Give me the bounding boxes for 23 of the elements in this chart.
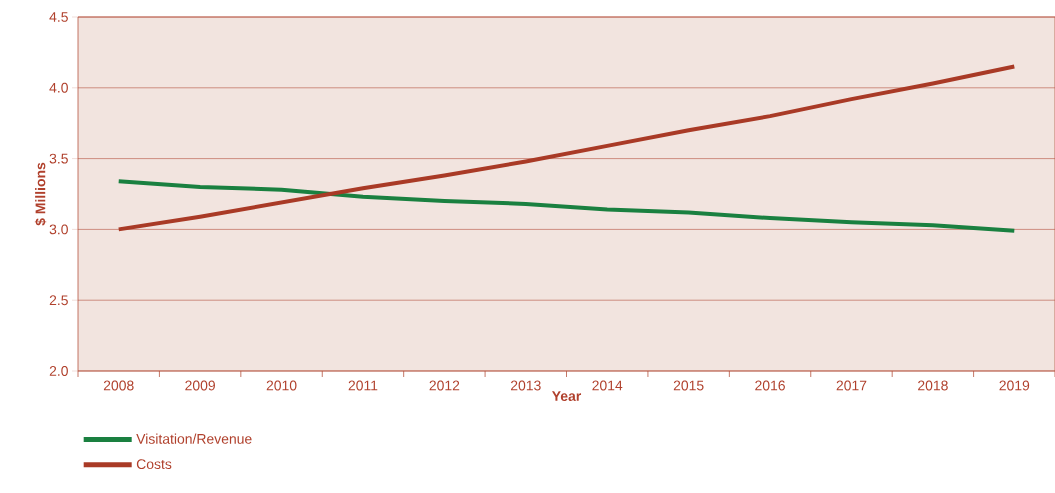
- x-tick-label: 2009: [185, 380, 215, 391]
- x-tick-label: 2014: [592, 380, 623, 391]
- x-tick-label: 2015: [673, 380, 704, 391]
- x-tick-label: 2013: [510, 380, 541, 391]
- x-tick-label: 2011: [348, 380, 378, 391]
- line-series: [116, 179, 1017, 233]
- y-tick-label: 3.0: [49, 224, 68, 235]
- x-tick-label: 2008: [103, 380, 134, 391]
- y-tick-label: 2.0: [49, 366, 68, 376]
- y-tick-label: 4.5: [49, 12, 68, 22]
- x-tick-label: 2019: [999, 380, 1030, 391]
- x-tick-label: 2012: [429, 380, 460, 391]
- y-axis-title: $ Millions: [34, 162, 47, 226]
- y-tick-label: 2.5: [49, 295, 68, 306]
- x-tick-label: 2016: [755, 380, 785, 391]
- x-axis-title: Year: [552, 391, 582, 401]
- x-tick-label: 2017: [836, 380, 867, 391]
- y-tick-label: 3.5: [49, 153, 68, 164]
- y-tick-label: 4.0: [49, 82, 68, 93]
- x-tick-label: 2010: [266, 380, 297, 391]
- legend-label: Visitation/Revenue: [136, 433, 252, 444]
- legend-label: Costs: [136, 459, 172, 470]
- x-tick-label: 2018: [918, 380, 948, 391]
